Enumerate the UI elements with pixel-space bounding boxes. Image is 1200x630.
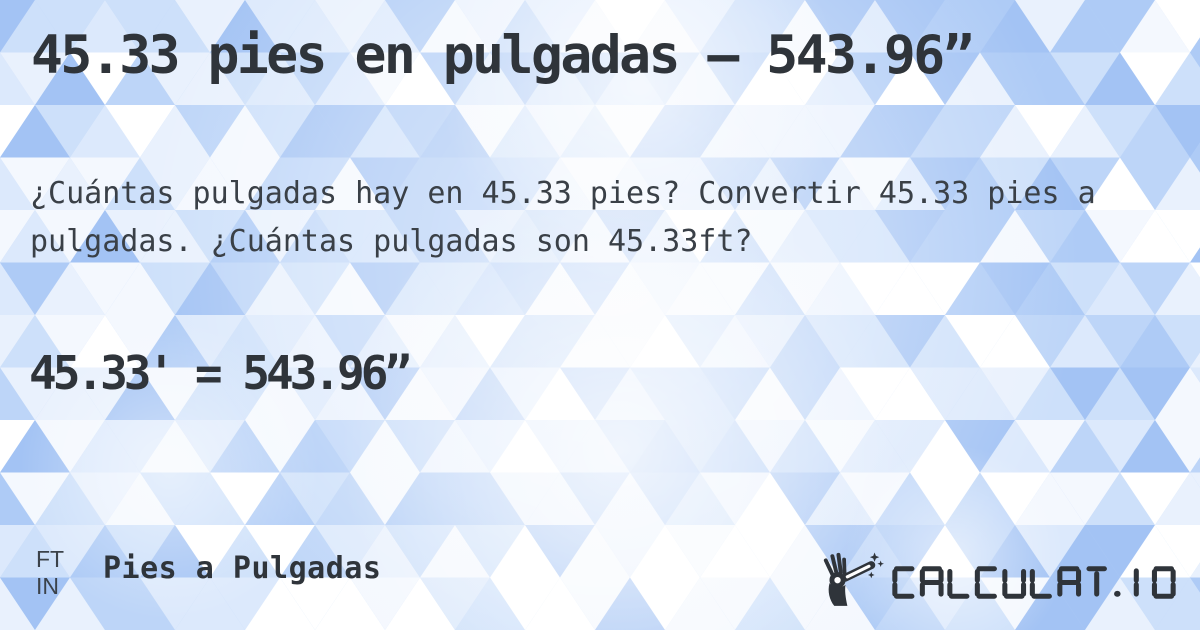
unit-badge-to: IN xyxy=(36,573,59,599)
page-title: 45.33 pies en pulgadas — 543.96” xyxy=(31,25,975,86)
unit-badge-from: FT xyxy=(36,546,65,572)
site-logo xyxy=(822,550,1177,614)
description-text: ¿Cuántas pulgadas hay en 45.33 pies? Con… xyxy=(30,176,1096,259)
unit-badge: FT IN xyxy=(36,546,64,600)
category-label: Pies a Pulgadas xyxy=(103,551,382,586)
site-logo-wordmark xyxy=(892,565,1176,599)
conversion-result: 45.33' = 543.96” xyxy=(29,346,412,400)
magic-wand-hand-icon xyxy=(823,552,884,606)
